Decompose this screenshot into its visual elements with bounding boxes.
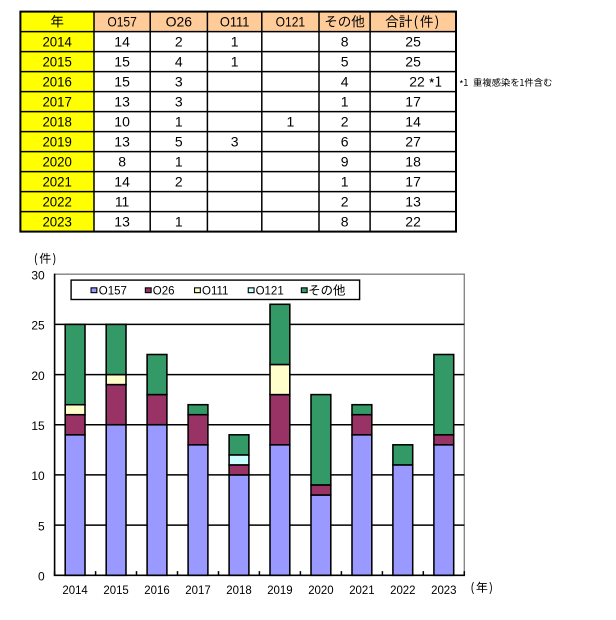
- svg-text:2016: 2016: [42, 74, 72, 90]
- svg-text:2022: 2022: [42, 194, 72, 210]
- svg-text:25: 25: [405, 54, 421, 70]
- svg-text:0: 0: [38, 570, 45, 584]
- svg-text:2018: 2018: [42, 114, 72, 130]
- svg-text:O26: O26: [153, 285, 175, 297]
- svg-text:2023: 2023: [431, 584, 456, 597]
- svg-text:2018: 2018: [226, 584, 251, 597]
- svg-text:6: 6: [341, 134, 349, 150]
- svg-text:2014: 2014: [42, 34, 72, 50]
- svg-text:17: 17: [405, 94, 421, 110]
- svg-text:4: 4: [175, 54, 183, 70]
- svg-text:3: 3: [231, 134, 239, 150]
- svg-text:3: 3: [175, 94, 183, 110]
- svg-text:2: 2: [341, 114, 349, 130]
- svg-text:2019: 2019: [267, 584, 292, 597]
- svg-text:2019: 2019: [42, 134, 72, 150]
- svg-text:1: 1: [341, 94, 349, 110]
- svg-text:4: 4: [341, 74, 349, 90]
- svg-text:1: 1: [287, 114, 295, 130]
- svg-text:22: 22: [405, 214, 421, 230]
- svg-text:13: 13: [114, 134, 130, 150]
- svg-text:8: 8: [341, 214, 349, 230]
- svg-text:2021: 2021: [42, 174, 72, 190]
- svg-text:2020: 2020: [42, 154, 72, 170]
- svg-text:20: 20: [31, 369, 45, 383]
- svg-text:14: 14: [405, 114, 421, 130]
- svg-text:13: 13: [405, 194, 421, 210]
- svg-text:15: 15: [31, 419, 45, 433]
- svg-text:8: 8: [341, 34, 349, 50]
- svg-text:13: 13: [114, 94, 130, 110]
- svg-text:22: 22: [409, 73, 425, 89]
- svg-text:2: 2: [175, 34, 183, 50]
- svg-text:1: 1: [231, 54, 239, 70]
- svg-text:2017: 2017: [185, 584, 210, 597]
- svg-text:2016: 2016: [144, 584, 169, 597]
- svg-text:2: 2: [175, 174, 183, 190]
- svg-text:2020: 2020: [308, 584, 334, 597]
- svg-text:1: 1: [175, 214, 183, 230]
- svg-text:27: 27: [405, 134, 421, 150]
- svg-text:11: 11: [115, 194, 130, 210]
- svg-text:O121: O121: [256, 285, 284, 297]
- svg-text:14: 14: [114, 34, 130, 50]
- svg-text:O111: O111: [220, 14, 250, 30]
- svg-text:25: 25: [405, 34, 421, 50]
- svg-text:2015: 2015: [42, 54, 72, 70]
- svg-text:2014: 2014: [62, 584, 88, 597]
- svg-text:10: 10: [31, 469, 45, 483]
- svg-text:1: 1: [175, 154, 183, 170]
- svg-text:1: 1: [175, 114, 183, 130]
- svg-text:30: 30: [31, 268, 45, 282]
- svg-text:2023: 2023: [42, 214, 72, 230]
- svg-text:1: 1: [231, 34, 239, 50]
- svg-text:O111: O111: [202, 285, 228, 297]
- svg-text:5: 5: [341, 54, 349, 70]
- svg-text:O157: O157: [107, 14, 137, 30]
- svg-text:2022: 2022: [390, 584, 415, 597]
- svg-text:2017: 2017: [42, 94, 72, 110]
- svg-text:O26: O26: [166, 14, 193, 30]
- svg-text:13: 13: [114, 214, 130, 230]
- svg-text:O121: O121: [276, 14, 306, 30]
- svg-text:10: 10: [114, 114, 130, 130]
- svg-text:15: 15: [114, 54, 130, 70]
- svg-text:3: 3: [175, 74, 183, 90]
- svg-text:17: 17: [405, 174, 421, 190]
- svg-text:2: 2: [341, 194, 349, 210]
- svg-text:14: 14: [114, 174, 130, 190]
- svg-text:O157: O157: [99, 285, 127, 297]
- svg-text:18: 18: [405, 154, 421, 170]
- svg-text:9: 9: [341, 154, 349, 170]
- svg-text:1: 1: [341, 174, 349, 190]
- svg-text:2021: 2021: [349, 584, 374, 597]
- svg-text:15: 15: [114, 74, 130, 90]
- svg-text:25: 25: [31, 319, 45, 333]
- svg-text:2015: 2015: [103, 584, 129, 597]
- svg-text:8: 8: [118, 154, 126, 170]
- svg-text:5: 5: [175, 134, 183, 150]
- svg-text:5: 5: [38, 519, 45, 533]
